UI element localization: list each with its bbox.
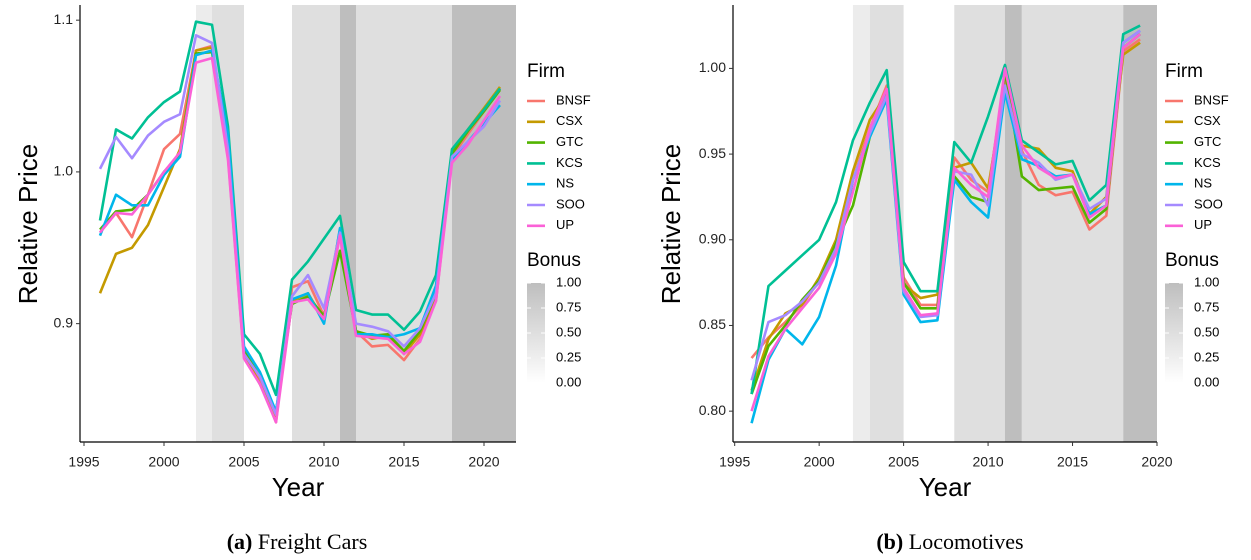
bonus-tick-label: 0.25 (1194, 349, 1219, 364)
caption-label: (a) (227, 529, 253, 554)
bonus-tick-label: 0.50 (1194, 324, 1219, 339)
legend-label: KCS (1194, 155, 1221, 170)
bonus-region (452, 5, 516, 442)
y-tick-label: 1.1 (54, 11, 74, 27)
legend-label: CSX (556, 113, 583, 128)
legend-label: SOO (556, 196, 585, 211)
x-tick-label: 2020 (468, 454, 499, 470)
bonus-region (340, 5, 356, 442)
panel: 0.80 0.85 0.90 0.95 1.00 1995 2000 2005 2010 2015… (656, 5, 1229, 554)
y-tick-label: 0.85 (699, 316, 726, 332)
bonus-tick-label: 0.75 (1194, 299, 1219, 314)
legend-label: BNSF (1194, 92, 1229, 107)
legend-title: Firm (527, 61, 565, 82)
legend-label: UP (1194, 217, 1212, 232)
bonus-legend-title: Bonus (1165, 250, 1219, 271)
bonus-tick-label: 1.00 (1194, 274, 1219, 289)
x-tick-label: 2015 (388, 454, 419, 470)
bonus-colorbar (527, 283, 545, 383)
bonus-region (196, 5, 212, 442)
y-tick-label: 0.80 (699, 402, 726, 418)
caption-label: (b) (876, 529, 903, 554)
legend-label: GTC (1194, 134, 1221, 149)
x-tick-label: 2000 (148, 454, 179, 470)
bonus-colorbar (1165, 283, 1183, 383)
x-tick-label: 2000 (804, 454, 835, 470)
legend-label: NS (1194, 176, 1212, 191)
bonus-region (1123, 5, 1157, 442)
x-tick-label: 2005 (228, 454, 259, 470)
x-tick-label: 2020 (1141, 454, 1172, 470)
bonus-legend-title: Bonus (527, 250, 581, 271)
bonus-region (292, 5, 340, 442)
x-tick-label: 2015 (1057, 454, 1088, 470)
bonus-tick-label: 0.00 (1194, 374, 1219, 389)
legend-label: CSX (1194, 113, 1221, 128)
series-line (98, 34, 502, 416)
x-tick-label: 1995 (719, 454, 750, 470)
y-axis-title: Relative Price (656, 144, 686, 304)
bonus-tick-label: 1.00 (556, 274, 581, 289)
bonus-tick-label: 0.25 (556, 349, 581, 364)
bonus-tick-label: 0.50 (556, 324, 581, 339)
series-line (98, 20, 502, 397)
legend-label: GTC (556, 134, 583, 149)
x-tick-label: 2010 (972, 454, 1003, 470)
y-tick-label: 1.00 (699, 59, 726, 75)
legend-label: BNSF (556, 92, 591, 107)
series-line (750, 33, 1141, 412)
bonus-region (1021, 5, 1124, 442)
caption: (b) Locomotives (876, 529, 1023, 554)
legend-label: SOO (1194, 196, 1223, 211)
x-axis-title: Year (272, 472, 325, 502)
bonus-tick-label: 0.00 (556, 374, 581, 389)
y-tick-label: 0.95 (699, 145, 726, 161)
x-tick-label: 1995 (68, 454, 99, 470)
bonus-region (356, 5, 452, 442)
legend-label: UP (556, 217, 574, 232)
x-tick-label: 2005 (888, 454, 919, 470)
y-axis-title: Relative Price (13, 144, 43, 304)
caption-text: Freight Cars (258, 529, 367, 554)
bonus-region (852, 5, 870, 442)
y-tick-label: 0.90 (699, 230, 726, 246)
y-tick-label: 1.0 (54, 163, 74, 179)
legend-label: NS (556, 176, 574, 191)
bonus-tick-label: 0.75 (556, 299, 581, 314)
series-line (750, 24, 1141, 395)
legend-label: KCS (556, 155, 583, 170)
legend-title: Firm (1165, 61, 1203, 82)
series-line (98, 56, 502, 424)
caption-text: Locomotives (909, 529, 1024, 554)
panel: 0.9 1.0 1.1 1995 2000 2005 2010 2015 2020 Year Rel… (13, 5, 591, 554)
x-axis-title: Year (919, 472, 972, 502)
series-line (98, 49, 501, 413)
caption: (a) Freight Cars (227, 529, 368, 554)
bonus-region (954, 5, 1005, 442)
x-tick-label: 2010 (308, 454, 339, 470)
y-tick-label: 0.9 (54, 314, 74, 330)
